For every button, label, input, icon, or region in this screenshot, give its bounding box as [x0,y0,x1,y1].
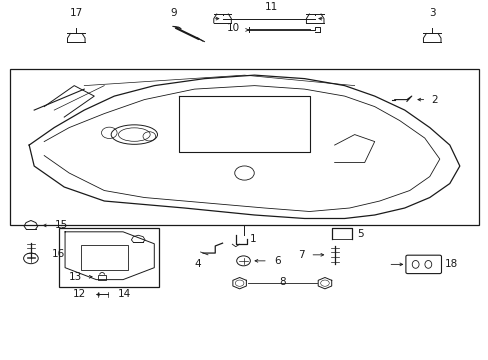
Text: 18: 18 [444,260,457,269]
Text: 1: 1 [249,234,256,244]
Text: 10: 10 [226,23,239,33]
Text: 2: 2 [430,95,437,105]
Text: 9: 9 [170,8,177,18]
Text: 12: 12 [73,289,86,300]
Bar [10,69,478,225]
Text: 3: 3 [428,8,435,18]
Text: 16: 16 [51,249,64,259]
Text: 15: 15 [54,220,67,230]
Bar [98,275,106,280]
Text: 5: 5 [357,229,364,239]
Text: 17: 17 [69,8,83,18]
Text: 14: 14 [118,289,131,300]
Bar [59,228,159,287]
Text: 11: 11 [264,2,277,12]
Text: 7: 7 [297,250,304,260]
Text: 8: 8 [279,278,285,287]
Text: 6: 6 [273,256,280,266]
Text: 4: 4 [194,260,201,269]
Text: 13: 13 [69,272,82,282]
Bar [81,245,127,270]
